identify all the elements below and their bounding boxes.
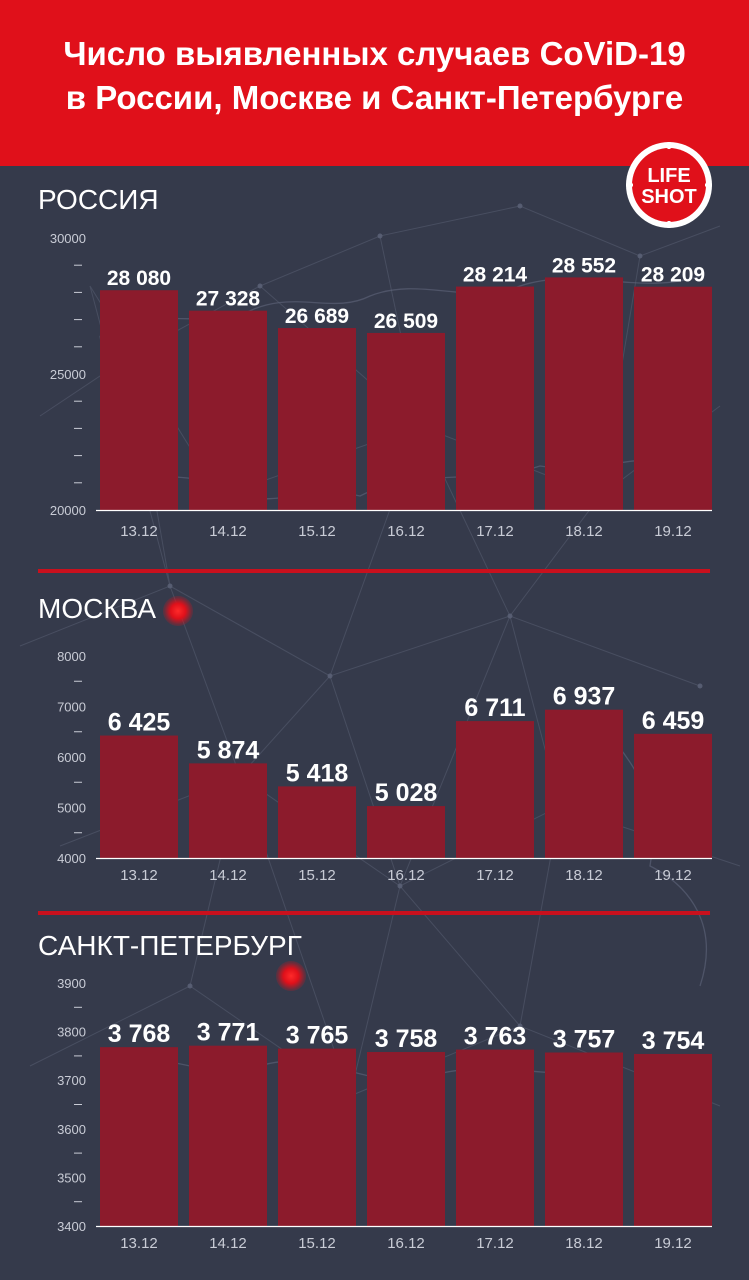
data-label: 28 214 xyxy=(463,264,528,287)
chart-moscow: 4000 5000 6000 7000 8000 13.12 14.12 15.12 16.12… xyxy=(57,649,712,884)
spb-location-marker xyxy=(276,961,306,991)
bar xyxy=(456,286,534,510)
data-label: 28 552 xyxy=(552,254,616,277)
x-tick-label: 18.12 xyxy=(565,867,603,884)
moscow-location-marker xyxy=(163,596,193,626)
x-tick-label: 13.12 xyxy=(120,523,158,540)
bar xyxy=(367,806,445,858)
page-title: Число выявленных случаев CoViD-19 в Росс… xyxy=(0,32,749,120)
x-tick-label: 14.12 xyxy=(209,523,247,540)
y-tick-label: 20000 xyxy=(50,503,86,518)
chart-russia: 20000 25000 30000 13.12 14.12 15.12 16.12 17.12… xyxy=(50,231,712,540)
x-tick-label: 19.12 xyxy=(654,867,692,884)
x-tick-label: 18.12 xyxy=(565,523,603,540)
bar xyxy=(634,286,712,510)
x-tick-label: 15.12 xyxy=(298,523,336,540)
x-tick-label: 17.12 xyxy=(476,867,514,884)
data-label: 3 758 xyxy=(375,1025,438,1053)
data-label: 6 459 xyxy=(642,707,705,735)
x-tick-label: 13.12 xyxy=(120,867,158,884)
bar xyxy=(634,733,712,858)
lifeshot-logo: LIFE SHOT xyxy=(626,142,712,228)
y-tick-label: 3400 xyxy=(57,1219,86,1234)
data-label: 3 771 xyxy=(197,1019,260,1047)
page-title-line-2: в России, Москве и Санкт-Петербурге xyxy=(65,79,684,116)
data-label: 28 080 xyxy=(107,267,171,290)
data-label: 3 763 xyxy=(464,1023,527,1051)
y-tick-label: 3600 xyxy=(57,1122,86,1137)
bar xyxy=(100,1047,178,1226)
data-label: 6 425 xyxy=(108,709,171,737)
bar xyxy=(367,1052,445,1226)
section-title-russia: РОССИЯ xyxy=(38,184,159,215)
bar xyxy=(456,721,534,858)
data-label: 26 509 xyxy=(374,310,438,333)
data-label: 5 874 xyxy=(197,736,260,764)
data-label: 5 418 xyxy=(286,759,349,787)
y-tick-label: 3800 xyxy=(57,1025,86,1040)
y-tick-label: 3900 xyxy=(57,976,86,991)
chart-spb: 3400 3500 3600 3700 3800 3900 13.12 14.12 15.12 1… xyxy=(57,976,712,1252)
x-tick-label: 16.12 xyxy=(387,867,425,884)
section-title-spb: САНКТ-ПЕТЕРБУРГ xyxy=(38,930,302,961)
y-tick-label: 3500 xyxy=(57,1170,86,1185)
y-tick-label: 25000 xyxy=(50,367,86,382)
y-tick-label: 8000 xyxy=(57,649,86,664)
bar xyxy=(278,328,356,510)
data-label: 6 937 xyxy=(553,683,616,711)
x-tick-label: 16.12 xyxy=(387,523,425,540)
x-tick-label: 15.12 xyxy=(298,1235,336,1252)
bar xyxy=(189,1045,267,1226)
x-tick-label: 18.12 xyxy=(565,1235,603,1252)
bar xyxy=(189,763,267,858)
x-tick-label: 16.12 xyxy=(387,1235,425,1252)
bar xyxy=(367,332,445,510)
x-tick-label: 14.12 xyxy=(209,1235,247,1252)
bar xyxy=(545,1052,623,1226)
x-tick-label: 14.12 xyxy=(209,867,247,884)
data-label: 5 028 xyxy=(375,779,438,807)
bar xyxy=(189,310,267,510)
bar xyxy=(545,277,623,510)
data-label: 28 209 xyxy=(641,264,705,287)
header-banner: Число выявленных случаев CoViD-19 в Росс… xyxy=(0,0,749,166)
bar xyxy=(100,290,178,510)
section-separator xyxy=(38,911,710,915)
y-tick-label: 6000 xyxy=(57,750,86,765)
x-tick-label: 17.12 xyxy=(476,523,514,540)
x-tick-label: 19.12 xyxy=(654,523,692,540)
page-title-line-1: Число выявленных случаев CoViD-19 xyxy=(63,35,686,72)
data-label: 3 757 xyxy=(553,1025,616,1053)
data-label: 3 754 xyxy=(642,1027,705,1055)
y-tick-label: 3700 xyxy=(57,1073,86,1088)
data-label: 26 689 xyxy=(285,305,349,328)
bar xyxy=(545,709,623,858)
y-tick-label: 5000 xyxy=(57,801,86,816)
y-tick-label: 4000 xyxy=(57,851,86,866)
y-tick-label: 7000 xyxy=(57,700,86,715)
section-title-moscow: МОСКВА xyxy=(38,593,157,624)
bar xyxy=(100,735,178,858)
x-tick-label: 17.12 xyxy=(476,1235,514,1252)
x-tick-label: 15.12 xyxy=(298,867,336,884)
bar xyxy=(634,1053,712,1226)
data-label: 6 711 xyxy=(464,694,525,722)
bar xyxy=(278,1048,356,1226)
logo-line-2: SHOT xyxy=(641,186,697,208)
x-tick-label: 13.12 xyxy=(120,1235,158,1252)
y-tick-label: 30000 xyxy=(50,231,86,246)
logo-line-1: LIFE xyxy=(647,165,690,187)
section-separator xyxy=(38,569,710,573)
data-label: 3 765 xyxy=(286,1022,349,1050)
x-tick-label: 19.12 xyxy=(654,1235,692,1252)
data-label: 27 328 xyxy=(196,288,261,311)
data-label: 3 768 xyxy=(108,1020,171,1048)
bar xyxy=(278,786,356,858)
bar xyxy=(456,1049,534,1226)
